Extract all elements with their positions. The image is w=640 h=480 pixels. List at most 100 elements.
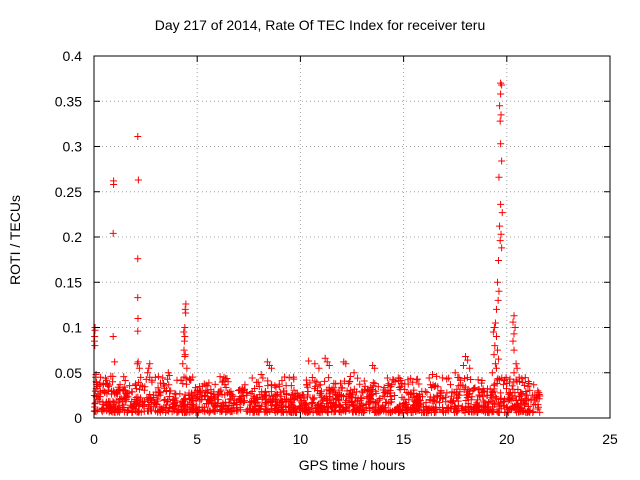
data-point (410, 401, 418, 409)
data-point (455, 391, 463, 399)
data-point (524, 382, 532, 390)
data-point (226, 395, 234, 403)
data-point (196, 383, 204, 391)
data-point (96, 397, 104, 405)
data-point (109, 400, 117, 408)
data-point (205, 400, 213, 408)
data-point (187, 399, 195, 407)
data-point (465, 408, 473, 416)
x-axis-label: GPS time / hours (298, 457, 406, 473)
data-point (413, 402, 421, 410)
data-point (415, 396, 423, 404)
data-point (474, 396, 482, 404)
data-point (491, 360, 499, 368)
data-point (478, 389, 486, 397)
data-point (224, 378, 232, 386)
data-point (180, 337, 188, 345)
data-point (529, 391, 537, 399)
x-tick-label: 15 (396, 431, 412, 447)
grid-lines (94, 56, 610, 418)
data-point (506, 394, 514, 402)
data-point (120, 386, 128, 394)
data-point (248, 374, 256, 382)
y-tick-label: 0.35 (55, 93, 82, 109)
data-point (435, 399, 443, 407)
data-point (194, 409, 202, 417)
data-point (471, 384, 479, 392)
data-point (450, 397, 458, 405)
data-point (120, 401, 128, 409)
data-point (223, 389, 231, 397)
data-point (96, 393, 104, 401)
data-point (262, 387, 270, 395)
data-point (498, 157, 506, 165)
data-point (350, 369, 358, 377)
data-point (439, 407, 447, 415)
data-point (118, 397, 126, 405)
data-point (181, 395, 189, 403)
data-point (448, 388, 456, 396)
data-point (493, 376, 501, 384)
data-point (182, 309, 190, 317)
data-point (409, 408, 417, 416)
data-point (364, 399, 372, 407)
data-point (134, 314, 142, 322)
data-point (432, 403, 440, 411)
y-tick-label: 0.2 (63, 229, 83, 245)
data-point (337, 408, 345, 416)
data-point (123, 389, 131, 397)
data-point (496, 237, 504, 245)
data-point (451, 402, 459, 410)
data-point (470, 384, 478, 392)
data-point (384, 408, 392, 416)
data-point (492, 364, 500, 372)
data-point (321, 377, 329, 385)
data-point (464, 356, 472, 364)
data-point (318, 387, 326, 395)
data-point (490, 324, 498, 331)
data-point (175, 405, 183, 413)
data-point (517, 396, 525, 404)
data-point (290, 386, 298, 394)
data-point (277, 402, 285, 410)
data-point (240, 398, 248, 406)
data-point (170, 404, 178, 412)
tick-labels: 0 5 10 15 20 25 0 0.05 0.1 0.15 0.2 0.25 0.3 0.35 0.4 (55, 48, 618, 447)
data-point (496, 102, 504, 110)
data-point (396, 374, 404, 382)
data-point (94, 406, 102, 414)
data-point (220, 373, 228, 381)
data-point (512, 401, 520, 409)
data-point (495, 287, 503, 295)
plot-frame (93, 55, 611, 419)
data-point (494, 296, 502, 304)
data-point (490, 399, 498, 407)
data-point (272, 383, 280, 391)
data-point (250, 398, 258, 406)
data-point (413, 375, 421, 383)
data-point (372, 387, 380, 395)
data-point (312, 382, 320, 390)
x-tick-label: 20 (499, 431, 515, 447)
data-point (300, 400, 308, 408)
data-point (496, 222, 504, 230)
data-point (524, 408, 532, 416)
data-point (336, 407, 344, 415)
data-point (490, 351, 498, 359)
data-point (525, 407, 533, 415)
data-point (216, 373, 224, 381)
data-point (198, 392, 206, 400)
data-point (204, 382, 212, 390)
data-point (497, 111, 505, 119)
data-point (415, 405, 423, 413)
data-point (148, 378, 156, 386)
data-point (454, 397, 462, 405)
data-point (114, 390, 122, 398)
data-point (491, 342, 499, 350)
data-point (134, 133, 142, 141)
data-point (145, 364, 153, 372)
data-point (205, 379, 213, 387)
data-point (498, 81, 506, 89)
data-point (328, 403, 336, 411)
data-point (236, 403, 244, 411)
